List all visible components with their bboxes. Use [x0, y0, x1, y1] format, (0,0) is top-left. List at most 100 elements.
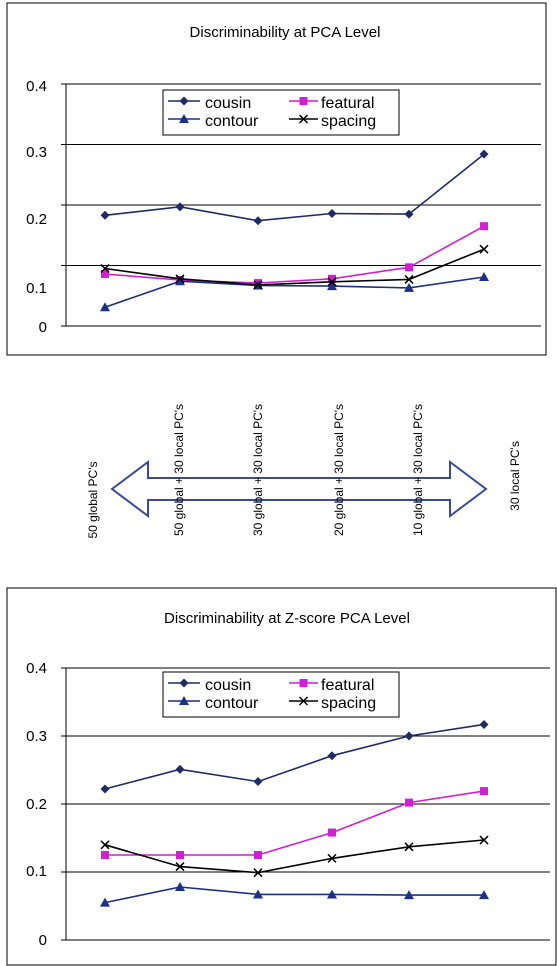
- chart-1-legend-marker-cousin: [179, 96, 189, 106]
- chart-1-ytick-0: 0: [39, 319, 47, 336]
- chart-2-point-spacing-4: [404, 842, 414, 852]
- chart-2-legend-contour: contour: [205, 695, 259, 712]
- chart-1-legend-markers: [168, 96, 318, 124]
- chart-1-gridlines: [61, 83, 541, 327]
- chart-2-legend-marker-contour: [179, 696, 189, 705]
- chart-1-point-cousin-0: [100, 210, 110, 220]
- chart-1-legend-contour: contour: [205, 113, 259, 130]
- chart-1-point-cousin-4: [404, 209, 414, 219]
- chart-2-y-tick-labels: 0 0.1 0.2 0.3 0.4: [26, 660, 47, 949]
- chart-2-point-cousin-0: [100, 784, 110, 794]
- chart-1-point-contour-0: [100, 302, 110, 312]
- chart-1-legend: cousin featural contour spacing: [162, 89, 400, 136]
- chart-1-ytick-0.4: 0.4: [26, 78, 47, 95]
- chart-2-legend-markers: [168, 678, 318, 706]
- chart-2-point-cousin-2: [253, 777, 263, 787]
- chart-2-point-featural-0: [101, 851, 109, 859]
- chart-2-legend-marker-spacing: [298, 696, 309, 706]
- chart-2-series: [100, 719, 489, 907]
- chart-1-legend-marker-spacing: [298, 114, 309, 124]
- chart-2-point-contour-1: [175, 881, 185, 891]
- chart-1-point-cousin-5: [479, 149, 489, 159]
- x-label-50-global: 50 global PC's: [86, 461, 100, 538]
- chart-1-point-contour-3: [327, 281, 337, 291]
- chart-2-legend-cousin: cousin: [205, 677, 251, 694]
- chart-1-point-contour-5: [479, 271, 489, 281]
- chart-2-point-spacing-5: [479, 835, 489, 845]
- chart-1-legend-box: [162, 89, 400, 136]
- chart-1-series-spacing: [100, 244, 489, 290]
- chart-1-point-contour-4: [404, 282, 414, 292]
- chart-2-legend-spacing: spacing: [321, 695, 376, 712]
- x-label-10-global-30-local: 10 global + 30 local PC's: [411, 404, 425, 536]
- chart-1-y-tick-labels: 0 0.1 0.2 0.3 0.4: [26, 78, 47, 336]
- chart-2-point-featural-1: [176, 851, 184, 859]
- chart-1-point-spacing-2: [253, 280, 263, 290]
- chart-2-series-cousin: [100, 719, 489, 794]
- chart-1-point-spacing-3: [327, 277, 337, 287]
- chart-2-point-featural-4: [405, 798, 413, 807]
- chart-2-point-spacing-0: [100, 840, 110, 850]
- chart-1-point-spacing-0: [100, 263, 110, 274]
- chart-2-point-contour-0: [100, 897, 110, 907]
- chart-1-ytick-0.2: 0.2: [26, 211, 47, 228]
- chart-1-ytick-0.1: 0.1: [26, 280, 47, 297]
- x-label-30-global-30-local: 30 global + 30 local PC's: [251, 404, 265, 536]
- chart-2-frame: [6, 587, 557, 966]
- chart-2-ytick-0.2: 0.2: [26, 796, 47, 813]
- chart-1-point-featural-3: [328, 274, 336, 283]
- chart-1-point-spacing-5: [479, 244, 489, 254]
- chart-2-point-contour-4: [404, 890, 414, 900]
- x-label-20-global-30-local: 20 global + 30 local PC's: [332, 404, 346, 536]
- chart-1-point-cousin-1: [175, 202, 185, 212]
- chart-1-legend-spacing: spacing: [321, 113, 376, 130]
- chart-2-legend-box: [162, 671, 400, 718]
- x-label-50-global-30-local: 50 global + 30 local PC's: [172, 404, 186, 536]
- chart-2-series-featural: [101, 787, 488, 859]
- chart-2-point-spacing-2: [253, 868, 263, 878]
- chart-1-legend-marker-contour: [179, 114, 189, 123]
- double-arrow-shape: [110, 460, 488, 518]
- chart-1-series-cousin: [100, 149, 489, 226]
- chart-1-point-featural-4: [405, 263, 413, 272]
- chart-2-point-cousin-3: [327, 751, 337, 761]
- chart-1-series: [100, 149, 489, 312]
- chart-2-ytick-0.3: 0.3: [26, 728, 47, 745]
- chart-2-point-featural-5: [480, 787, 488, 796]
- chart-2-series-spacing: [100, 835, 489, 878]
- chart-1-line-spacing: [104, 248, 485, 286]
- chart-2-point-cousin-1: [175, 764, 185, 774]
- chart-2-point-spacing-1: [175, 862, 185, 872]
- chart-2-point-contour-2: [253, 889, 263, 899]
- chart-2-point-featural-2: [254, 851, 262, 859]
- chart-1-point-cousin-3: [327, 208, 337, 218]
- chart-2-line-contour: [104, 886, 484, 904]
- chart-1-frame: [6, 2, 547, 356]
- chart-2-line-spacing: [104, 839, 485, 874]
- chart-1-line-cousin: [104, 153, 485, 222]
- chart-2-legend-marker-featural: [299, 679, 308, 687]
- chart-1-title: Discriminability at PCA Level: [190, 24, 381, 41]
- chart-2-legend-marker-cousin: [179, 678, 189, 688]
- chart-1-point-contour-1: [175, 276, 185, 286]
- chart-2-point-spacing-3: [327, 853, 337, 863]
- chart-2-point-featural-3: [328, 828, 336, 837]
- chart-2-point-cousin-4: [404, 731, 414, 741]
- chart-2-line-cousin: [104, 723, 485, 790]
- chart-2-ytick-0.1: 0.1: [26, 863, 47, 880]
- chart-1-legend-marker-featural: [299, 97, 308, 105]
- chart-1-point-cousin-2: [253, 216, 263, 226]
- double-arrow: [110, 460, 488, 518]
- chart-1-line-featural: [104, 225, 485, 284]
- chart-2-gridlines: [61, 667, 550, 941]
- chart-2-title: Discriminability at Z-score PCA Level: [164, 610, 410, 627]
- chart-2-legend-featural: featural: [321, 677, 374, 694]
- chart-1-point-spacing-1: [175, 274, 185, 284]
- chart-2-ytick-0.4: 0.4: [26, 660, 47, 677]
- chart-2-point-contour-5: [479, 890, 489, 900]
- chart-1-line-contour: [104, 276, 485, 308]
- chart-1-legend-cousin: cousin: [205, 95, 251, 112]
- chart-1-point-featural-0: [101, 269, 109, 278]
- chart-1-point-spacing-4: [404, 274, 414, 284]
